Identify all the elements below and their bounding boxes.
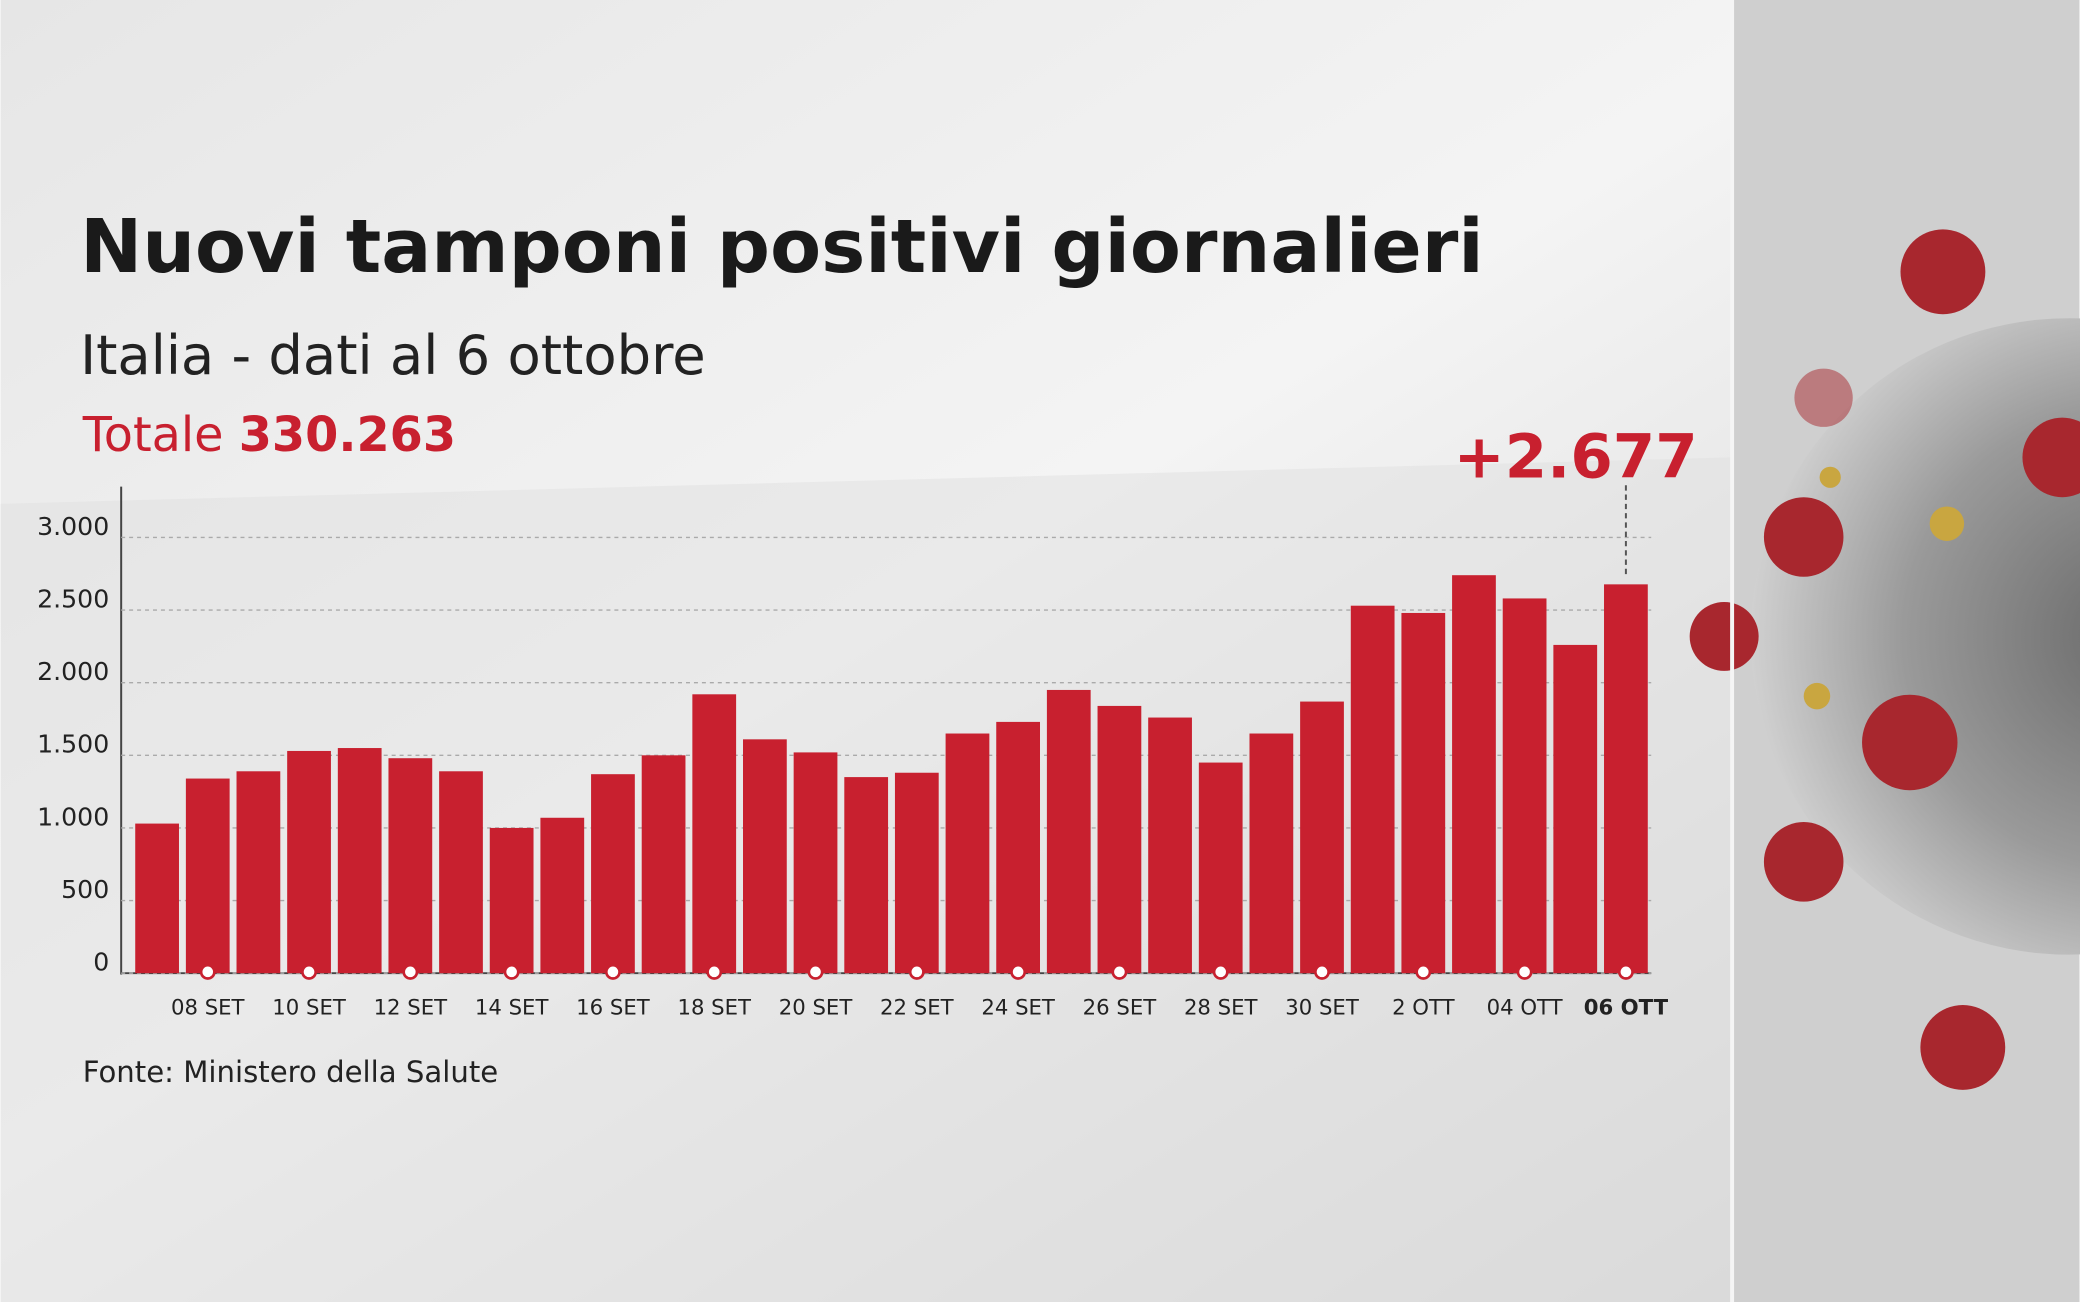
total: Totale 330.263 (82, 408, 456, 463)
bar (894, 772, 939, 974)
tick-dot (301, 963, 318, 980)
total-value: 330.263 (239, 408, 456, 463)
x-tick-label: 10 SET (272, 995, 347, 1020)
bar (1046, 689, 1091, 974)
y-tick-label: 1.500 (37, 730, 109, 759)
bar (591, 774, 635, 974)
x-tick-label: 2 OTT (1392, 995, 1455, 1020)
x-tick-label: 22 SET (880, 995, 955, 1020)
x-tick-label: 16 SET (576, 995, 651, 1020)
bar (1553, 644, 1598, 974)
bar (236, 771, 281, 974)
bar (135, 823, 179, 974)
bar (337, 748, 382, 974)
tick-dot (1010, 963, 1027, 980)
bar (844, 777, 889, 974)
x-tick-label: 08 SET (171, 995, 246, 1020)
tick-dot (1314, 963, 1330, 980)
x-tick-label: 28 SET (1184, 995, 1259, 1020)
x-tick-label: 14 SET (475, 995, 550, 1020)
tick-dot (706, 963, 723, 980)
tick-dot (1415, 963, 1432, 980)
tick-dot (1212, 963, 1229, 980)
x-tick-label: 04 OTT (1487, 995, 1564, 1020)
x-tick-label: 30 SET (1285, 995, 1360, 1020)
bar (945, 733, 990, 974)
tick-dot (807, 963, 824, 980)
bar (996, 721, 1040, 974)
bar (1198, 762, 1243, 974)
x-tick-label: 26 SET (1083, 995, 1158, 1020)
bar (641, 755, 686, 974)
bar (1148, 717, 1192, 974)
tick-dot (604, 963, 621, 980)
bar (388, 758, 433, 974)
y-tick-label: 1.000 (37, 802, 109, 831)
chart-title: Nuovi tamponi positivi giornalieri (80, 203, 1484, 290)
bar (540, 817, 585, 974)
x-tick-label: 18 SET (677, 995, 752, 1020)
bar (1452, 575, 1496, 974)
y-tick-label: 0 (93, 948, 109, 977)
virus-spikes (1689, 229, 2080, 1090)
tick-dot (908, 963, 925, 980)
bar (1249, 733, 1294, 974)
bar (1097, 705, 1142, 974)
bar (185, 778, 230, 974)
bar (1604, 584, 1648, 974)
bar (692, 694, 737, 974)
x-tick-label: 12 SET (374, 995, 449, 1020)
bar (439, 771, 483, 974)
virus-dots (1803, 466, 1965, 710)
y-tick-label: 2.000 (37, 657, 109, 686)
bar (793, 752, 838, 974)
tick-dot (1617, 963, 1634, 980)
x-tick-label: 24 SET (981, 995, 1056, 1020)
chart-subtitle: Italia - dati al 6 ottobre (80, 324, 706, 387)
bar (1300, 701, 1344, 974)
bar (743, 739, 787, 974)
total-label: Totale (82, 408, 224, 463)
source: Fonte: Ministero della Salute (83, 1055, 498, 1089)
tick-dot (402, 963, 419, 980)
bar (489, 827, 534, 974)
tick-dot (1516, 963, 1533, 980)
tick-dot (503, 963, 520, 980)
bar (287, 750, 331, 974)
annotation: +2.677 (1454, 421, 1698, 492)
bar (1350, 605, 1395, 974)
y-tick-label: 3.000 (37, 512, 109, 541)
bar (1401, 612, 1446, 974)
y-tick-label: 2.500 (37, 584, 109, 613)
y-tick-label: 500 (61, 875, 109, 904)
bar (1502, 598, 1547, 974)
x-tick-label: 20 SET (779, 995, 854, 1020)
tick-dot (199, 963, 216, 980)
x-tick-label: 06 OTT (1584, 995, 1669, 1020)
tick-dot (1111, 963, 1128, 980)
